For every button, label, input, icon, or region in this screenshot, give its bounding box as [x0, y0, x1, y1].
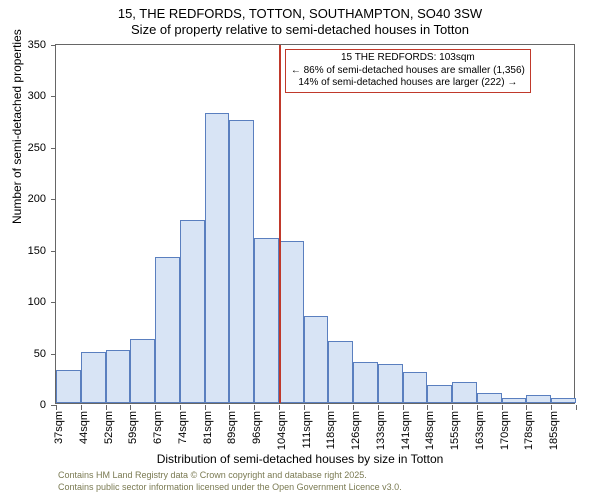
xtick-label: 67sqm [152, 411, 164, 444]
xtick-mark [427, 405, 428, 410]
ytick-label: 150 [6, 245, 46, 257]
xtick-mark [378, 405, 379, 410]
histogram-bar [229, 120, 254, 403]
xtick-mark [81, 405, 82, 410]
histogram-bar [155, 257, 180, 403]
xtick-label: 133sqm [375, 411, 387, 450]
histogram-bar [502, 398, 527, 403]
xtick-mark [130, 405, 131, 410]
histogram-bar [477, 393, 502, 403]
histogram-bar [205, 113, 230, 403]
histogram-bar [279, 241, 304, 404]
annotation-line: 14% of semi-detached houses are larger (… [291, 77, 525, 90]
ytick-mark [51, 45, 56, 46]
ytick-mark [51, 199, 56, 200]
xtick-label: 148sqm [424, 411, 436, 450]
ytick-label: 200 [6, 193, 46, 205]
histogram-bar [378, 364, 403, 403]
xtick-label: 52sqm [103, 411, 115, 444]
xtick-label: 185sqm [548, 411, 560, 450]
chart-plot-area: 05010015020025030035037sqm44sqm52sqm59sq… [55, 44, 575, 404]
xtick-label: 178sqm [523, 411, 535, 450]
histogram-bar [328, 341, 353, 403]
footnote-line-1: Contains HM Land Registry data © Crown c… [58, 470, 367, 480]
ytick-label: 300 [6, 90, 46, 102]
chart-title-main: 15, THE REDFORDS, TOTTON, SOUTHAMPTON, S… [0, 6, 600, 22]
xtick-mark [254, 405, 255, 410]
xtick-label: 163sqm [474, 411, 486, 450]
histogram-bar [551, 398, 576, 403]
ytick-mark [51, 148, 56, 149]
xtick-label: 111sqm [301, 411, 313, 449]
ytick-mark [51, 251, 56, 252]
annotation-box: 15 THE REDFORDS: 103sqm← 86% of semi-det… [285, 49, 531, 93]
histogram-bar [427, 385, 452, 404]
plot-box: 05010015020025030035037sqm44sqm52sqm59sq… [55, 44, 575, 404]
xtick-mark [551, 405, 552, 410]
xtick-label: 96sqm [251, 411, 263, 444]
xtick-label: 104sqm [276, 411, 288, 450]
ytick-label: 350 [6, 39, 46, 51]
footnote-line-2: Contains public sector information licen… [58, 482, 402, 492]
xtick-mark [576, 405, 577, 410]
xtick-mark [526, 405, 527, 410]
xtick-mark [56, 405, 57, 410]
x-axis-title: Distribution of semi-detached houses by … [0, 452, 600, 466]
ytick-label: 0 [6, 399, 46, 411]
annotation-line: ← 86% of semi-detached houses are smalle… [291, 65, 525, 78]
chart-title-block: 15, THE REDFORDS, TOTTON, SOUTHAMPTON, S… [0, 0, 600, 39]
xtick-label: 126sqm [350, 411, 362, 450]
xtick-mark [477, 405, 478, 410]
xtick-mark [229, 405, 230, 410]
histogram-bar [56, 370, 81, 403]
xtick-mark [205, 405, 206, 410]
histogram-bar [403, 372, 428, 403]
xtick-mark [502, 405, 503, 410]
ytick-label: 100 [6, 296, 46, 308]
ytick-label: 50 [6, 348, 46, 360]
histogram-bar [81, 352, 106, 403]
xtick-mark [180, 405, 181, 410]
histogram-bar [106, 350, 131, 403]
histogram-bar [452, 382, 477, 403]
xtick-label: 81sqm [202, 411, 214, 444]
histogram-bar [526, 395, 551, 403]
xtick-label: 37sqm [53, 411, 65, 444]
xtick-mark [106, 405, 107, 410]
histogram-bar [130, 339, 155, 403]
xtick-mark [353, 405, 354, 410]
xtick-mark [328, 405, 329, 410]
reference-line [279, 45, 281, 403]
ytick-mark [51, 354, 56, 355]
xtick-label: 155sqm [449, 411, 461, 450]
xtick-label: 170sqm [499, 411, 511, 450]
ytick-label: 250 [6, 142, 46, 154]
xtick-label: 141sqm [400, 411, 412, 450]
xtick-mark [403, 405, 404, 410]
xtick-mark [279, 405, 280, 410]
ytick-mark [51, 302, 56, 303]
xtick-label: 59sqm [127, 411, 139, 444]
xtick-mark [155, 405, 156, 410]
xtick-mark [304, 405, 305, 410]
xtick-mark [452, 405, 453, 410]
ytick-mark [51, 96, 56, 97]
histogram-bar [180, 220, 205, 403]
xtick-label: 89sqm [226, 411, 238, 444]
annotation-line: 15 THE REDFORDS: 103sqm [291, 52, 525, 65]
xtick-label: 74sqm [177, 411, 189, 444]
histogram-bar [304, 316, 329, 403]
histogram-bar [254, 238, 279, 403]
xtick-label: 44sqm [78, 411, 90, 444]
chart-title-sub: Size of property relative to semi-detach… [0, 22, 600, 38]
xtick-label: 118sqm [325, 411, 337, 449]
histogram-bar [353, 362, 378, 403]
